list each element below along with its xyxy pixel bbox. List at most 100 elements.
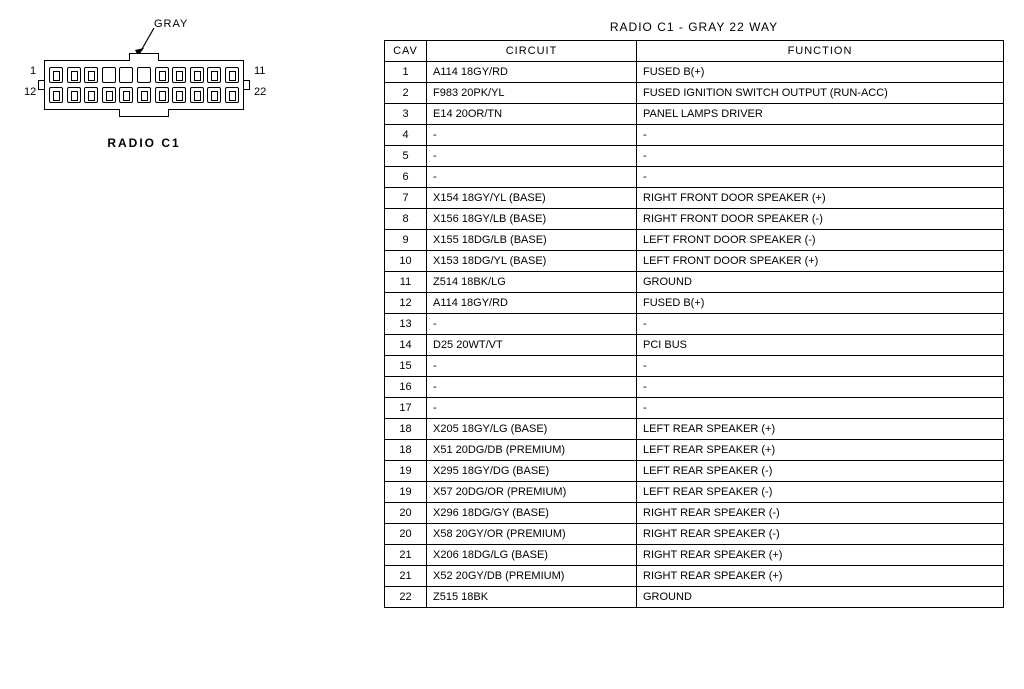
connector-pin (225, 67, 239, 83)
cell-function: PANEL LAMPS DRIVER (637, 104, 1004, 125)
cell-function: FUSED IGNITION SWITCH OUTPUT (RUN-ACC) (637, 83, 1004, 104)
cell-circuit: A114 18GY/RD (427, 62, 637, 83)
cell-circuit: - (427, 356, 637, 377)
pin-row-top (49, 67, 239, 83)
cell-circuit: X58 20GY/OR (PREMIUM) (427, 524, 637, 545)
cell-cav: 1 (385, 62, 427, 83)
cell-circuit: - (427, 167, 637, 188)
cell-function: LEFT REAR SPEAKER (+) (637, 440, 1004, 461)
cell-cav: 2 (385, 83, 427, 104)
connector-body (44, 60, 244, 110)
connector-pin (155, 87, 169, 103)
connector-pin (137, 87, 151, 103)
cell-circuit: F983 20PK/YL (427, 83, 637, 104)
table-row: 6-- (385, 167, 1004, 188)
col-header-function: FUNCTION (637, 41, 1004, 62)
cell-circuit: X295 18GY/DG (BASE) (427, 461, 637, 482)
connector-pin (172, 67, 186, 83)
cell-cav: 19 (385, 482, 427, 503)
connector-pin (207, 87, 221, 103)
table-row: 14D25 20WT/VTPCI BUS (385, 335, 1004, 356)
cell-cav: 18 (385, 440, 427, 461)
cell-circuit: X155 18DG/LB (BASE) (427, 230, 637, 251)
connector-pin (84, 67, 98, 83)
cell-circuit: X153 18DG/YL (BASE) (427, 251, 637, 272)
cell-circuit: X52 20GY/DB (PREMIUM) (427, 566, 637, 587)
cell-circuit: X296 18DG/GY (BASE) (427, 503, 637, 524)
cell-circuit: - (427, 377, 637, 398)
connector-pin (84, 87, 98, 103)
table-row: 16-- (385, 377, 1004, 398)
table-row: 12A114 18GY/RDFUSED B(+) (385, 293, 1004, 314)
cell-function: - (637, 146, 1004, 167)
cell-cav: 7 (385, 188, 427, 209)
pin-number-11: 11 (254, 65, 265, 77)
table-row: 15-- (385, 356, 1004, 377)
cell-circuit: - (427, 398, 637, 419)
pin-number-1: 1 (30, 65, 36, 77)
cell-function: RIGHT REAR SPEAKER (-) (637, 503, 1004, 524)
connector-pin (102, 87, 116, 103)
pin-number-22: 22 (254, 86, 266, 98)
cell-circuit: X57 20DG/OR (PREMIUM) (427, 482, 637, 503)
table-row: 9X155 18DG/LB (BASE)LEFT FRONT DOOR SPEA… (385, 230, 1004, 251)
cell-cav: 17 (385, 398, 427, 419)
cell-circuit: X154 18GY/YL (BASE) (427, 188, 637, 209)
table-row: 21X206 18DG/LG (BASE)RIGHT REAR SPEAKER … (385, 545, 1004, 566)
connector-pin (49, 87, 63, 103)
connector-pin (172, 87, 186, 103)
cell-circuit: - (427, 146, 637, 167)
cell-function: - (637, 356, 1004, 377)
cell-circuit: Z515 18BK (427, 587, 637, 608)
cell-circuit: - (427, 314, 637, 335)
cell-function: LEFT REAR SPEAKER (-) (637, 461, 1004, 482)
connector-label: RADIO C1 (44, 136, 244, 150)
table-row: 22Z515 18BKGROUND (385, 587, 1004, 608)
connector-diagram: GRAY 1 11 12 22 RADIO C1 (24, 20, 224, 110)
connector-pin (207, 67, 221, 83)
cell-cav: 4 (385, 125, 427, 146)
pinout-table: CAV CIRCUIT FUNCTION 1A114 18GY/RDFUSED … (384, 40, 1004, 608)
table-row: 2F983 20PK/YLFUSED IGNITION SWITCH OUTPU… (385, 83, 1004, 104)
cell-cav: 3 (385, 104, 427, 125)
cell-cav: 11 (385, 272, 427, 293)
cell-cav: 14 (385, 335, 427, 356)
col-header-cav: CAV (385, 41, 427, 62)
cell-function: RIGHT REAR SPEAKER (-) (637, 524, 1004, 545)
cell-cav: 19 (385, 461, 427, 482)
cell-function: RIGHT REAR SPEAKER (+) (637, 566, 1004, 587)
cell-cav: 16 (385, 377, 427, 398)
cell-cav: 15 (385, 356, 427, 377)
connector-pin (225, 87, 239, 103)
cell-cav: 8 (385, 209, 427, 230)
connector-tab-top (129, 53, 159, 61)
table-row: 10X153 18DG/YL (BASE)LEFT FRONT DOOR SPE… (385, 251, 1004, 272)
table-row: 11Z514 18BK/LGGROUND (385, 272, 1004, 293)
table-row: 19X57 20DG/OR (PREMIUM)LEFT REAR SPEAKER… (385, 482, 1004, 503)
connector-notch-left (38, 80, 44, 90)
table-row: 5-- (385, 146, 1004, 167)
cell-cav: 22 (385, 587, 427, 608)
table-row: 4-- (385, 125, 1004, 146)
cell-cav: 5 (385, 146, 427, 167)
cell-circuit: X51 20DG/DB (PREMIUM) (427, 440, 637, 461)
connector-pin (49, 67, 63, 83)
cell-cav: 9 (385, 230, 427, 251)
col-header-circuit: CIRCUIT (427, 41, 637, 62)
table-row: 21X52 20GY/DB (PREMIUM)RIGHT REAR SPEAKE… (385, 566, 1004, 587)
cell-function: GROUND (637, 272, 1004, 293)
table-row: 20X296 18DG/GY (BASE)RIGHT REAR SPEAKER … (385, 503, 1004, 524)
connector-pin (67, 67, 81, 83)
cell-function: GROUND (637, 587, 1004, 608)
table-row: 20X58 20GY/OR (PREMIUM)RIGHT REAR SPEAKE… (385, 524, 1004, 545)
cell-cav: 21 (385, 545, 427, 566)
pin-number-12: 12 (24, 86, 36, 98)
connector-pin (119, 87, 133, 103)
cell-function: LEFT REAR SPEAKER (-) (637, 482, 1004, 503)
cell-function: LEFT FRONT DOOR SPEAKER (+) (637, 251, 1004, 272)
connector-diagram-panel: GRAY 1 11 12 22 RADIO C1 (14, 10, 384, 608)
cell-function: - (637, 314, 1004, 335)
table-row: 18X205 18GY/LG (BASE)LEFT REAR SPEAKER (… (385, 419, 1004, 440)
cell-function: - (637, 377, 1004, 398)
table-row: 19X295 18GY/DG (BASE)LEFT REAR SPEAKER (… (385, 461, 1004, 482)
